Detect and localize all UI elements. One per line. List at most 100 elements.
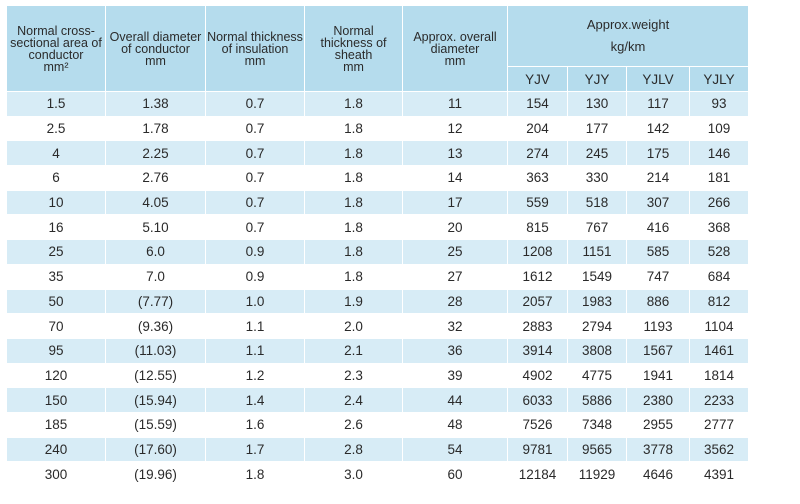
cell-weight-yjy: 3808 xyxy=(567,337,627,364)
cell-insulation: 0.9 xyxy=(205,239,305,265)
cell-weight-yjv: 12184 xyxy=(507,461,568,487)
cell-conductor-diameter: 6.0 xyxy=(105,239,206,265)
cell-conductor-diameter: (12.55) xyxy=(105,362,206,389)
cell-overall-diameter: 13 xyxy=(402,140,508,167)
cell-area: 95 xyxy=(6,337,106,364)
cell-overall-diameter: 25 xyxy=(402,239,508,265)
table-row: 25 6.0 0.9 1.8 25 1208 1151 585 528 xyxy=(6,239,750,265)
cell-weight-yjly: 3562 xyxy=(688,436,750,463)
cell-area: 10 xyxy=(6,189,106,216)
cell-weight-yjv: 4902 xyxy=(507,362,568,389)
cell-area: 35 xyxy=(6,263,106,290)
cell-weight-yjy: 177 xyxy=(567,115,627,142)
cell-weight-yjv: 363 xyxy=(507,165,568,191)
header-type-yjy: YJY xyxy=(567,66,627,92)
cell-conductor-diameter: 5.10 xyxy=(105,214,206,241)
cell-sheath: 1.8 xyxy=(304,165,403,191)
cell-insulation: 1.1 xyxy=(205,337,305,364)
cell-weight-yjy: 767 xyxy=(567,214,627,241)
cell-overall-diameter: 32 xyxy=(402,313,508,339)
cell-weight-yjly: 1814 xyxy=(688,362,750,389)
cell-weight-yjlv: 1193 xyxy=(626,313,690,339)
header-cross-sectional-area: Normal cross- sectional area of conducto… xyxy=(6,5,106,92)
cell-weight-yjly: 1104 xyxy=(688,313,750,339)
cell-weight-yjlv: 2380 xyxy=(626,387,690,413)
cell-insulation: 0.9 xyxy=(205,263,305,290)
cell-conductor-diameter: 1.38 xyxy=(105,91,206,117)
cell-area: 185 xyxy=(6,411,106,438)
cell-weight-yjlv: 142 xyxy=(626,115,690,142)
cell-weight-yjly: 93 xyxy=(688,91,750,117)
cell-overall-diameter: 20 xyxy=(402,214,508,241)
cell-weight-yjlv: 886 xyxy=(626,288,690,315)
header-approx-weight: Approx.weight kg/km xyxy=(506,5,750,67)
cable-spec-table-container: Normal cross- sectional area of conducto… xyxy=(6,5,750,487)
cell-insulation: 1.1 xyxy=(205,313,305,339)
cell-area: 4 xyxy=(6,140,106,167)
cell-weight-yjlv: 2955 xyxy=(626,411,690,438)
cell-weight-yjly: 146 xyxy=(688,140,750,167)
cell-weight-yjv: 1612 xyxy=(507,263,568,290)
cell-weight-yjlv: 416 xyxy=(626,214,690,241)
cell-area: 2.5 xyxy=(6,115,106,142)
cell-sheath: 2.8 xyxy=(304,436,403,463)
cell-weight-yjly: 528 xyxy=(688,239,750,265)
cell-weight-yjlv: 585 xyxy=(626,239,690,265)
cell-conductor-diameter: 2.76 xyxy=(105,165,206,191)
cell-area: 6 xyxy=(6,165,106,191)
cell-weight-yjlv: 117 xyxy=(626,91,690,117)
header-sheath-thickness: Normal thickness of sheath mm xyxy=(304,5,403,92)
cell-sheath: 1.8 xyxy=(304,214,403,241)
cell-overall-diameter: 48 xyxy=(402,411,508,438)
cell-insulation: 1.8 xyxy=(205,461,305,487)
cell-area: 70 xyxy=(6,313,106,339)
cell-weight-yjly: 4391 xyxy=(688,461,750,487)
cell-conductor-diameter: (11.03) xyxy=(105,337,206,364)
cell-weight-yjly: 2233 xyxy=(688,387,750,413)
cell-insulation: 1.6 xyxy=(205,411,305,438)
cell-area: 1.5 xyxy=(6,91,106,117)
cell-insulation: 1.4 xyxy=(205,387,305,413)
cell-weight-yjy: 9565 xyxy=(567,436,627,463)
table-row: 70 (9.36) 1.1 2.0 32 2883 2794 1193 1104 xyxy=(6,313,750,339)
cell-sheath: 2.1 xyxy=(304,337,403,364)
cell-sheath: 3.0 xyxy=(304,461,403,487)
cell-weight-yjlv: 1567 xyxy=(626,337,690,364)
cell-conductor-diameter: 7.0 xyxy=(105,263,206,290)
header-type-yjv: YJV xyxy=(507,66,568,92)
cell-area: 50 xyxy=(6,288,106,315)
cell-weight-yjy: 1549 xyxy=(567,263,627,290)
cell-area: 25 xyxy=(6,239,106,265)
header-conductor-diameter: Overall diameter of conductor mm xyxy=(105,5,206,92)
cell-overall-diameter: 11 xyxy=(402,91,508,117)
cell-weight-yjy: 7348 xyxy=(567,411,627,438)
cell-weight-yjly: 266 xyxy=(688,189,750,216)
cell-insulation: 0.7 xyxy=(205,214,305,241)
cell-weight-yjv: 204 xyxy=(507,115,568,142)
cell-overall-diameter: 39 xyxy=(402,362,508,389)
cable-spec-table: Normal cross- sectional area of conducto… xyxy=(6,5,750,487)
cell-weight-yjv: 274 xyxy=(507,140,568,167)
cell-overall-diameter: 44 xyxy=(402,387,508,413)
table-row: 1.5 1.38 0.7 1.8 11 154 130 117 93 xyxy=(6,91,750,117)
cell-conductor-diameter: (15.59) xyxy=(105,411,206,438)
cell-area: 300 xyxy=(6,461,106,487)
cell-conductor-diameter: (15.94) xyxy=(105,387,206,413)
table-body: 1.5 1.38 0.7 1.8 11 154 130 117 93 2.5 1.78 0.7 1.8 1… xyxy=(6,91,750,487)
table-row: 185 (15.59) 1.6 2.6 48 7526 7348 2955 2777 xyxy=(6,411,750,438)
cell-weight-yjlv: 747 xyxy=(626,263,690,290)
cell-weight-yjv: 3914 xyxy=(507,337,568,364)
header-row-cable-types: YJV YJY YJLV YJLY xyxy=(7,66,750,92)
cell-insulation: 1.7 xyxy=(205,436,305,463)
table-row: 120 (12.55) 1.2 2.3 39 4902 4775 1941 1814 xyxy=(6,362,750,389)
cell-conductor-diameter: 2.25 xyxy=(105,140,206,167)
table-row: 300 (19.96) 1.8 3.0 60 12184 11929 4646 4391 xyxy=(6,461,750,487)
cell-overall-diameter: 27 xyxy=(402,263,508,290)
cell-sheath: 1.8 xyxy=(304,239,403,265)
cell-sheath: 1.8 xyxy=(304,263,403,290)
header-insulation-thickness: Normal thickness of insulation mm xyxy=(205,5,305,92)
cell-conductor-diameter: (9.36) xyxy=(105,313,206,339)
cell-overall-diameter: 28 xyxy=(402,288,508,315)
cell-conductor-diameter: (7.77) xyxy=(105,288,206,315)
cell-overall-diameter: 36 xyxy=(402,337,508,364)
